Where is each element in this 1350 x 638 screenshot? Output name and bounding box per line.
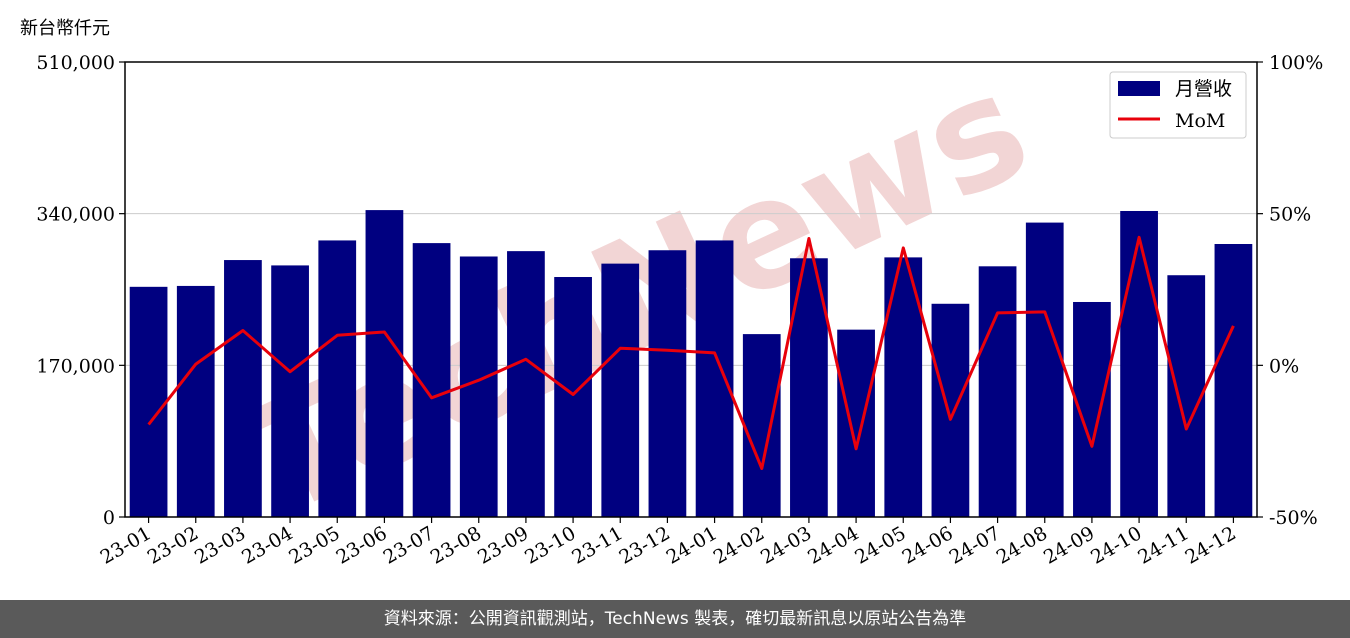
- legend: 月營收 MoM: [1109, 71, 1247, 139]
- bar: [1214, 244, 1253, 517]
- x-tick-label: 24-10: [1087, 522, 1145, 568]
- x-tick-label: 24-08: [993, 522, 1051, 568]
- y-right-tick-label: -50%: [1269, 507, 1318, 529]
- mom-line: [147, 235, 1235, 470]
- x-tick-label: 24-04: [804, 522, 862, 568]
- bar: [365, 210, 404, 518]
- y-left-tick-label: 340,000: [36, 204, 115, 226]
- bar: [459, 256, 498, 517]
- bar: [129, 286, 168, 517]
- bar: [1167, 275, 1206, 517]
- x-tick-label: 24-06: [898, 522, 956, 568]
- bar: [978, 266, 1017, 517]
- footer-source-note: 資料來源：公開資訊觀測站，TechNews 製表，確切最新訊息以原站公告為準: [0, 600, 1350, 638]
- bar: [271, 265, 309, 517]
- mom-series-line: [147, 235, 1235, 470]
- x-tick-label: 24-07: [946, 522, 1004, 568]
- x-tick-label: 23-11: [568, 522, 626, 568]
- legend-bar-swatch: [1118, 81, 1160, 96]
- y-left-tick-label: 510,000: [36, 52, 115, 74]
- x-tick-label: 24-01: [663, 522, 721, 568]
- bar: [1025, 222, 1064, 517]
- bar: [742, 334, 781, 517]
- y-left-tick-label: 0: [103, 507, 115, 529]
- x-tick-label: 24-03: [757, 522, 815, 568]
- x-tick-label: 23-08: [427, 522, 485, 568]
- x-tick-label: 24-09: [1040, 522, 1098, 568]
- x-tick-label: 23-03: [191, 522, 249, 568]
- bar: [1120, 210, 1158, 518]
- x-tick-label: 24-11: [1134, 522, 1192, 568]
- bar: [554, 277, 592, 517]
- bar: [648, 250, 687, 517]
- y-left-tick-label: 170,000: [36, 355, 115, 377]
- bar: [837, 329, 875, 517]
- x-tick-label: 23-10: [521, 522, 579, 568]
- x-tick-label: 23-12: [615, 522, 673, 568]
- legend-bar-label: 月營收: [1175, 78, 1232, 100]
- bars: [129, 210, 1253, 518]
- bar: [695, 240, 734, 517]
- x-tick-label: 23-04: [238, 522, 296, 568]
- x-tick-label: 24-05: [851, 522, 909, 568]
- y-right-tick-label: 50%: [1269, 204, 1311, 226]
- x-tick-label: 24-02: [710, 522, 768, 568]
- bar: [224, 260, 262, 517]
- bar: [507, 251, 545, 517]
- plot-frame: [124, 61, 1258, 518]
- x-tick-label: 23-07: [380, 522, 438, 568]
- y-right-tick-label: 100%: [1269, 52, 1323, 74]
- x-tick-label: 23-02: [144, 522, 202, 568]
- x-tick-label: 23-06: [332, 522, 390, 568]
- y-axis-unit-label: 新台幣仟元: [20, 18, 110, 39]
- y-right-tick-label: 0%: [1269, 355, 1299, 377]
- bar: [601, 263, 640, 517]
- x-tick-label: 23-09: [474, 522, 532, 568]
- bar: [931, 303, 970, 517]
- gridlines: [125, 213, 1257, 366]
- bar: [176, 285, 215, 517]
- legend-line-label: MoM: [1175, 110, 1225, 132]
- chart: TechNews 0170,000340,000510,000-50%0%50%…: [36, 39, 1323, 568]
- bar: [318, 240, 357, 517]
- x-tick-label: 23-01: [97, 522, 155, 568]
- x-tick-label: 24-12: [1181, 522, 1239, 568]
